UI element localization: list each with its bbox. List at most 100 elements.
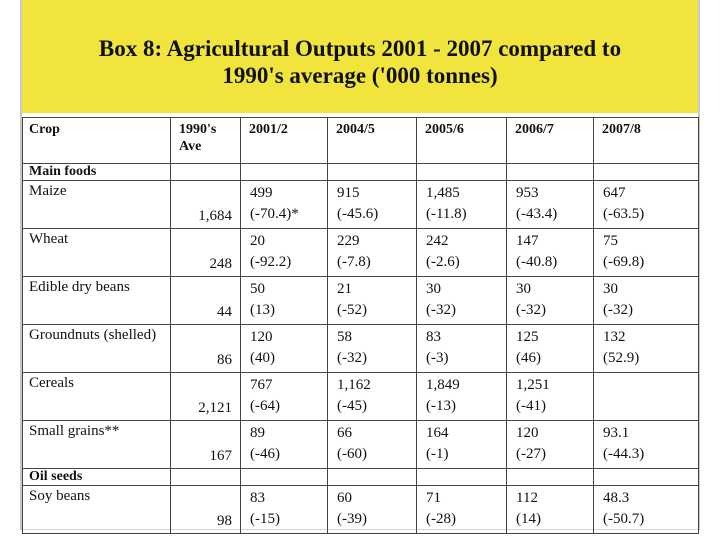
crop-name: Cereals <box>22 372 171 421</box>
percent-change: (-7.8) <box>337 254 371 270</box>
percent-change: (-15) <box>250 511 280 527</box>
output-value: 50 <box>250 281 265 297</box>
percent-change: (13) <box>250 302 275 318</box>
header-row: Crop 1990's Ave 2001/2 2004/5 2005/6 200… <box>22 117 699 164</box>
output-value: 953 <box>516 185 539 201</box>
percent-change: (-28) <box>426 511 456 527</box>
percent-change: (40) <box>250 350 275 366</box>
percent-change: (-45) <box>337 398 367 414</box>
title-line-1: Box 8: Agricultural Outputs 2001 - 2007 … <box>98 36 622 61</box>
header-1990s-ave: 1990's Ave <box>170 117 241 164</box>
output-cell: 30 (-32) <box>593 276 699 325</box>
output-value: 1,485 <box>426 185 460 201</box>
output-cell: 58 (-32) <box>327 324 417 373</box>
avg-cell: 2,121 <box>170 372 241 421</box>
section-label: Main foods <box>22 163 171 181</box>
output-cell: 132 (52.9) <box>593 324 699 373</box>
output-value: 647 <box>603 185 626 201</box>
output-value: 21 <box>337 281 352 297</box>
output-value: 1,849 <box>426 377 460 393</box>
crop-name: Small grains** <box>22 420 171 469</box>
output-cell: 915 (-45.6) <box>327 180 417 229</box>
output-cell: 89 (-46) <box>240 420 328 469</box>
section-row: Main foods <box>22 163 699 181</box>
percent-change: (-32) <box>426 302 456 318</box>
output-value: 125 <box>516 329 539 345</box>
percent-change: (-50.7) <box>603 511 645 527</box>
output-value: 499 <box>250 185 273 201</box>
avg-cell: 98 <box>170 485 241 534</box>
percent-change: (-43.4) <box>516 206 558 222</box>
output-cell: 1,849 (-13) <box>416 372 507 421</box>
section-row: Oil seeds <box>22 468 699 486</box>
output-value: 132 <box>603 329 626 345</box>
output-cell: 499 (-70.4)* <box>240 180 328 229</box>
output-cell: 83 (-3) <box>416 324 507 373</box>
empty-cell <box>170 468 241 486</box>
output-cell: 75 (-69.8) <box>593 228 699 277</box>
output-cell: 120 (-27) <box>506 420 594 469</box>
empty-cell <box>416 163 507 181</box>
output-cell: 48.3 (-50.7) <box>593 485 699 534</box>
output-value: 242 <box>426 233 449 249</box>
avg-cell: 1,684 <box>170 180 241 229</box>
output-cell: 93.1 (-44.3) <box>593 420 699 469</box>
output-cell: 30 (-32) <box>416 276 507 325</box>
percent-change: (-32) <box>337 350 367 366</box>
percent-change: (-40.8) <box>516 254 558 270</box>
table-row: Wheat 248 20 (-92.2) 229 (-7.8) 242 (-2.6) 147 (-… <box>22 228 699 277</box>
output-value: 66 <box>337 425 352 441</box>
output-cell: 60 (-39) <box>327 485 417 534</box>
output-value: 30 <box>426 281 441 297</box>
output-value: 120 <box>516 425 539 441</box>
avg-cell: 248 <box>170 228 241 277</box>
output-value: 93.1 <box>603 425 630 441</box>
output-value: 767 <box>250 377 273 393</box>
agricultural-outputs-table: Crop 1990's Ave 2001/2 2004/5 2005/6 200… <box>22 117 699 534</box>
output-value: 30 <box>603 281 618 297</box>
percent-change: (-11.8) <box>426 206 467 222</box>
percent-change: (-69.8) <box>603 254 645 270</box>
header-2005-6: 2005/6 <box>416 117 507 164</box>
empty-cell <box>416 468 507 486</box>
percent-change: (-70.4)* <box>250 206 299 222</box>
percent-change: (-2.6) <box>426 254 460 270</box>
header-2006-7: 2006/7 <box>506 117 594 164</box>
table-row: Soy beans 98 83 (-15) 60 (-39) 71 (-28) 112 (14) 4… <box>22 485 699 534</box>
output-value: 60 <box>337 490 352 506</box>
output-value: 89 <box>250 425 265 441</box>
output-cell: 21 (-52) <box>327 276 417 325</box>
output-cell: 125 (46) <box>506 324 594 373</box>
output-value: 83 <box>426 329 441 345</box>
empty-cell <box>593 163 699 181</box>
percent-change: (-13) <box>426 398 456 414</box>
percent-change: (-60) <box>337 446 367 462</box>
empty-cell <box>506 163 594 181</box>
output-value: 75 <box>603 233 618 249</box>
output-value: 71 <box>426 490 441 506</box>
empty-cell <box>327 468 417 486</box>
output-value: 164 <box>426 425 449 441</box>
output-cell: 112 (14) <box>506 485 594 534</box>
output-cell <box>593 372 699 421</box>
percent-change: (-44.3) <box>603 446 645 462</box>
avg-value: 2,121 <box>198 400 232 416</box>
table-row: Maize 1,684 499 (-70.4)* 915 (-45.6) 1,485 (-11… <box>22 180 699 229</box>
header-2004-5: 2004/5 <box>327 117 417 164</box>
output-cell: 50 (13) <box>240 276 328 325</box>
avg-value: 167 <box>209 448 233 464</box>
percent-change: (-64) <box>250 398 280 414</box>
output-value: 120 <box>250 329 273 345</box>
output-cell: 647 (-63.5) <box>593 180 699 229</box>
table-row: Groundnuts (shelled) 86 120 (40) 58 (-32) 83 (-… <box>22 324 699 373</box>
output-cell: 120 (40) <box>240 324 328 373</box>
avg-value: 1,684 <box>198 208 232 224</box>
percent-change: (-32) <box>516 302 546 318</box>
crop-name: Wheat <box>22 228 171 277</box>
crop-name: Edible dry beans <box>22 276 171 325</box>
percent-change: (52.9) <box>603 350 640 366</box>
output-value: 915 <box>337 185 360 201</box>
output-value: 48.3 <box>603 490 630 506</box>
empty-cell <box>240 163 328 181</box>
header-2007-8: 2007/8 <box>593 117 699 164</box>
